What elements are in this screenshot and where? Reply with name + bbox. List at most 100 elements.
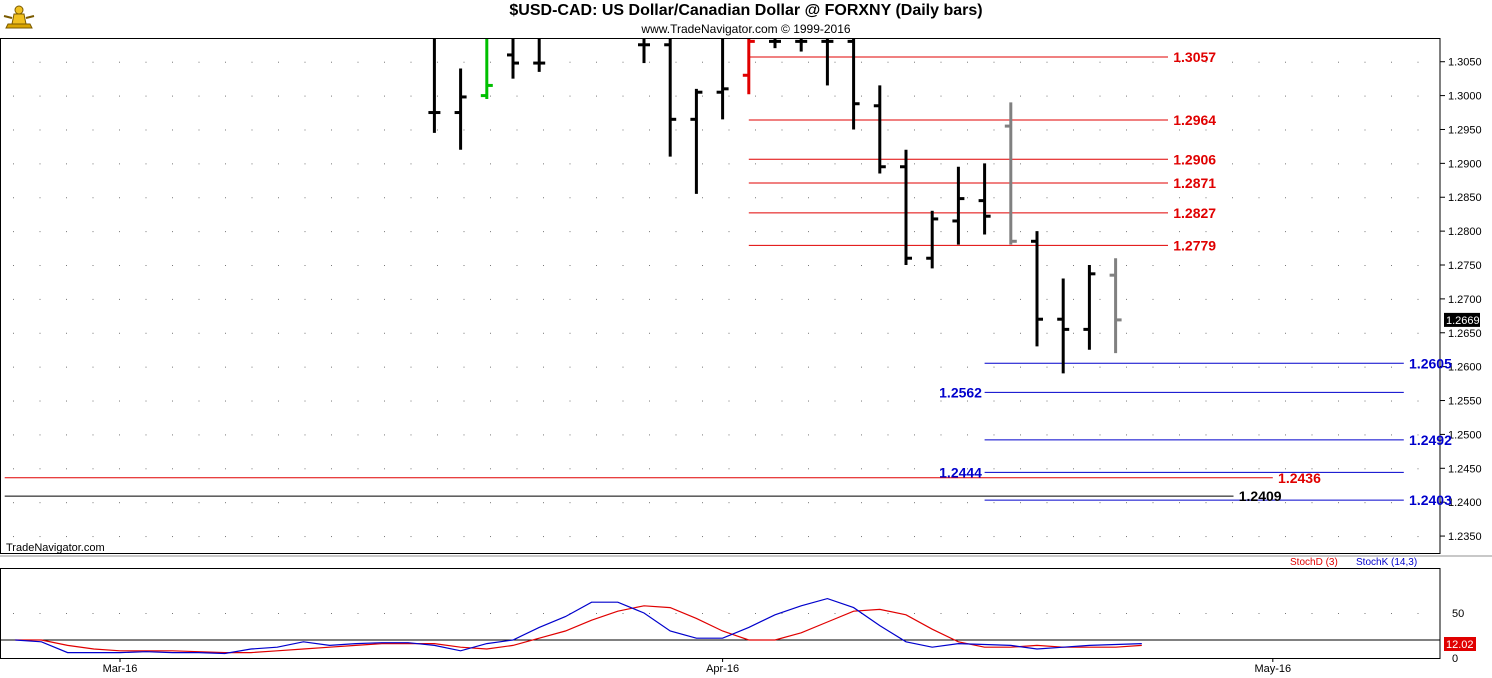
grid-dot [172,434,173,436]
grid-dot [1205,536,1207,538]
grid-dot [331,332,332,334]
grid-dot [1311,95,1313,97]
grid-dot [1232,129,1233,131]
grid-dot [914,613,915,614]
grid-dot [1258,468,1260,470]
grid-dot [463,400,465,402]
grid-dot [1152,468,1154,470]
grid-dot [1311,231,1313,233]
grid-dot [702,163,703,165]
grid-dot [490,95,491,97]
grid-dot [675,434,677,436]
grid-dot [728,197,730,199]
grid-dot [781,298,783,300]
grid-dot [1232,61,1233,63]
grid-dot [808,231,809,233]
grid-dot [490,400,491,402]
grid-dot [940,400,942,402]
grid-dot [1020,613,1021,614]
grid-dot [1364,197,1366,199]
grid-dot [516,298,518,300]
grid-dot [278,332,279,334]
grid-dot [331,129,332,131]
grid-dot [1046,61,1048,63]
grid-dot [225,129,226,131]
grid-dot [516,468,518,470]
grid-dot [834,613,836,614]
grid-dot [304,468,306,470]
grid-dot [463,468,465,470]
grid-dot [13,468,14,470]
grid-dot [1311,536,1313,538]
price-tick-label: 1.2650 [1448,328,1482,340]
grid-dot [702,197,703,199]
grid-dot [702,61,703,63]
grid-dot [596,366,597,368]
grid-dot [39,61,41,63]
grid-dot [357,231,359,233]
grid-dot [145,536,147,538]
grid-dot [596,502,597,504]
grid-dot [1391,95,1392,97]
grid-dot [66,265,67,267]
grid-dot [834,265,836,267]
grid-dot [1020,231,1021,233]
grid-dot [728,536,730,538]
grid-dot [649,231,650,233]
grid-dot [92,468,94,470]
grid-dot [198,434,200,436]
grid-dot [834,61,836,63]
level-label-1.2827: 1.2827 [1173,205,1216,221]
grid-dot [861,129,862,131]
grid-dot [702,434,703,436]
grid-dot [1285,468,1286,470]
grid-dot [755,613,756,614]
grid-dot [410,95,412,97]
grid-dot [384,265,385,267]
grid-dot [993,468,995,470]
grid-dot [251,332,253,334]
grid-dot [1364,536,1366,538]
stochd-line [15,605,1142,654]
grid-dot [967,366,968,368]
grid-dot [808,468,809,470]
grid-dot [622,502,624,504]
grid-dot [119,129,120,131]
grid-dot [331,197,332,199]
grid-dot [331,434,332,436]
grid-dot [755,332,756,334]
grid-dot [940,468,942,470]
grid-dot [463,231,465,233]
grid-dot [92,95,94,97]
grid-dot [278,298,279,300]
grid-dot [1126,163,1127,165]
grid-dot [357,197,359,199]
grid-dot [304,434,306,436]
grid-dot [357,468,359,470]
grid-dot [569,536,571,538]
grid-dot [1179,61,1180,63]
grid-dot [1179,163,1180,165]
grid-dot [92,231,94,233]
grid-dot [1285,163,1286,165]
grid-dot [1126,265,1127,267]
grid-dot [172,468,173,470]
grid-dot [569,298,571,300]
grid-dot [13,613,14,614]
grid-dot [834,468,836,470]
grid-dot [887,400,889,402]
grid-dot [384,468,385,470]
grid-dot [569,61,571,63]
grid-dot [357,536,359,538]
grid-dot [993,129,995,131]
grid-dot [225,197,226,199]
grid-dot [119,231,120,233]
grid-dot [649,95,650,97]
grid-dot [781,536,783,538]
grid-dot [1099,400,1101,402]
grid-dot [410,366,412,368]
grid-dot [1099,265,1101,267]
grid-dot [225,468,226,470]
grid-dot [569,332,571,334]
